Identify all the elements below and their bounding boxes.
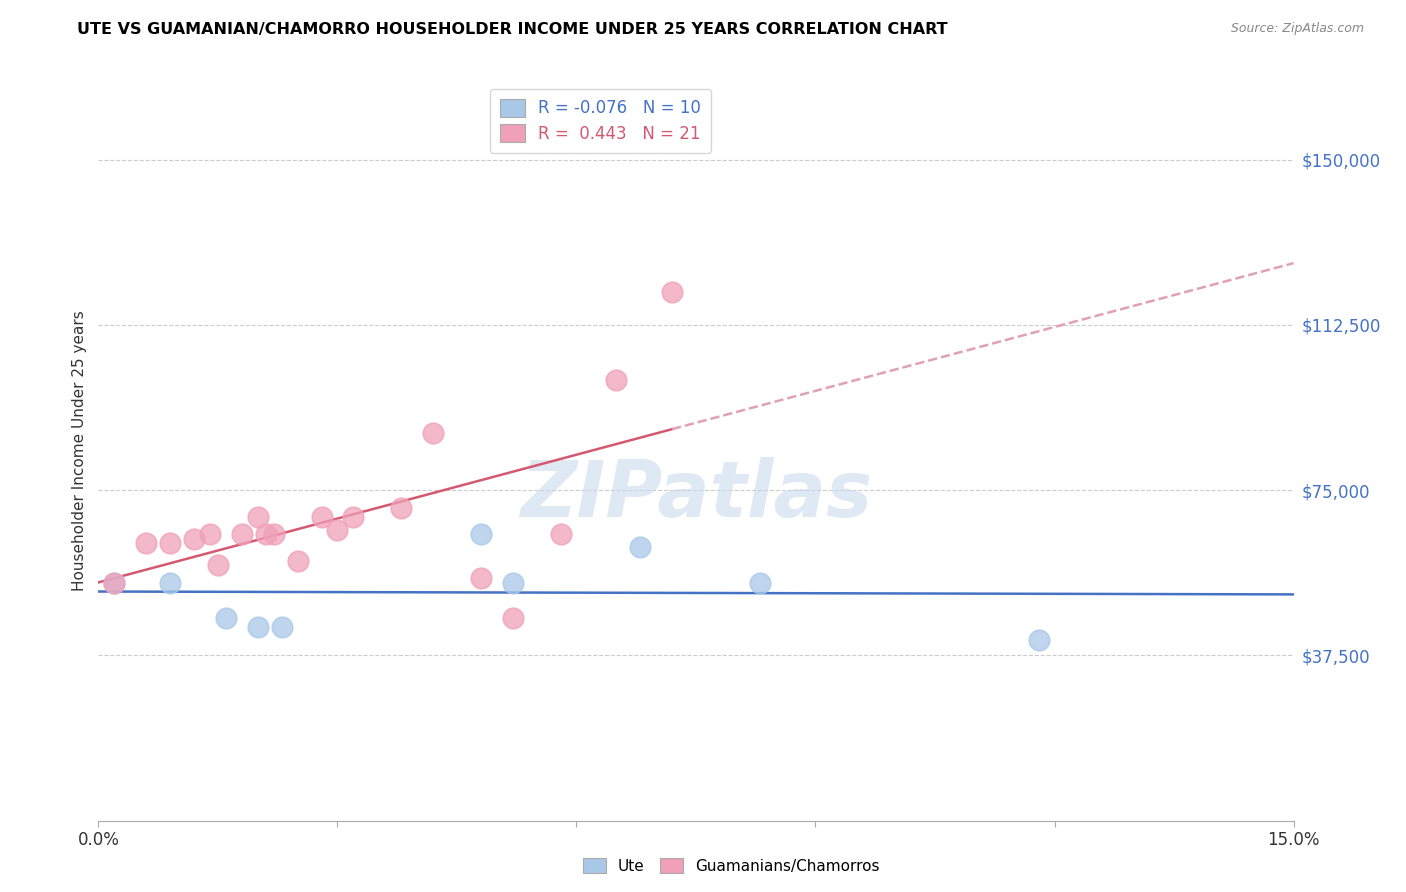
Point: [605, 373, 627, 387]
Text: Source: ZipAtlas.com: Source: ZipAtlas.com: [1230, 22, 1364, 36]
Y-axis label: Householder Income Under 25 years: Householder Income Under 25 years: [72, 310, 87, 591]
Point: [326, 523, 349, 537]
Point: [550, 527, 572, 541]
Point: [159, 575, 181, 590]
Point: [342, 509, 364, 524]
Point: [422, 425, 444, 440]
Legend: Ute, Guamanians/Chamorros: Ute, Guamanians/Chamorros: [576, 852, 886, 880]
Point: [270, 620, 292, 634]
Point: [470, 571, 492, 585]
Point: [502, 611, 524, 625]
Point: [470, 527, 492, 541]
Point: [207, 558, 229, 572]
Text: ZIPatlas: ZIPatlas: [520, 457, 872, 533]
Point: [215, 611, 238, 625]
Point: [198, 527, 221, 541]
Text: UTE VS GUAMANIAN/CHAMORRO HOUSEHOLDER INCOME UNDER 25 YEARS CORRELATION CHART: UTE VS GUAMANIAN/CHAMORRO HOUSEHOLDER IN…: [77, 22, 948, 37]
Point: [1028, 632, 1050, 647]
Point: [502, 575, 524, 590]
Legend: R = -0.076   N = 10, R =  0.443   N = 21: R = -0.076 N = 10, R = 0.443 N = 21: [489, 88, 711, 153]
Point: [183, 532, 205, 546]
Point: [246, 509, 269, 524]
Point: [748, 575, 770, 590]
Point: [254, 527, 277, 541]
Point: [103, 575, 125, 590]
Point: [103, 575, 125, 590]
Point: [135, 536, 157, 550]
Point: [263, 527, 285, 541]
Point: [287, 554, 309, 568]
Point: [311, 509, 333, 524]
Point: [159, 536, 181, 550]
Point: [628, 541, 651, 555]
Point: [246, 620, 269, 634]
Point: [231, 527, 253, 541]
Point: [661, 285, 683, 299]
Point: [389, 500, 412, 515]
